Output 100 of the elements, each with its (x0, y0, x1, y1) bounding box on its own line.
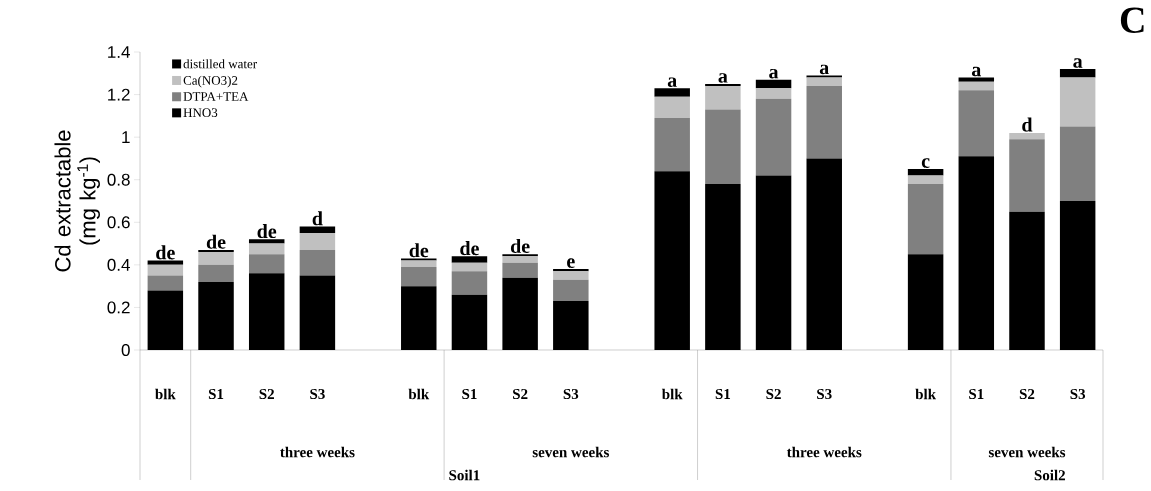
text: seven weeks (532, 446, 609, 458)
bar (299, 232, 336, 250)
x-tick-label: S1 (462, 388, 477, 400)
data-label: d (312, 211, 323, 226)
data-label: a (971, 66, 981, 77)
x-tick-label: S1 (715, 388, 731, 400)
y-tick-label: 0.2 (107, 301, 130, 314)
data-label: de (206, 234, 226, 249)
bar (451, 256, 488, 263)
bar (502, 277, 538, 350)
bar (401, 286, 437, 350)
bar (1059, 201, 1096, 350)
data-label: de (257, 224, 277, 239)
bar (502, 254, 538, 257)
x-tick-label: S3 (563, 388, 579, 400)
text: three weeks (786, 446, 862, 458)
data-label: de (510, 238, 530, 254)
text: Soil2 (1034, 469, 1065, 481)
bar (806, 158, 842, 350)
x-tick-label: S3 (1070, 388, 1086, 400)
bar (907, 254, 944, 350)
bar (299, 275, 336, 350)
bar (502, 256, 538, 263)
text: three weeks (280, 446, 355, 458)
bar (1009, 211, 1045, 350)
bar (147, 290, 184, 350)
bar (1009, 132, 1045, 140)
bar (198, 252, 234, 265)
bar (248, 273, 285, 350)
bar (299, 226, 336, 233)
x-tick-label: S2 (259, 388, 274, 400)
bar (806, 86, 842, 159)
x-tick-label: S3 (817, 388, 832, 400)
bar (248, 243, 285, 255)
bar (198, 264, 234, 282)
x-tick-label: S2 (766, 388, 781, 400)
x-tick-label: S2 (513, 388, 528, 400)
chart-title: C (1120, 7, 1144, 34)
bar (147, 260, 184, 265)
bar (1059, 126, 1096, 201)
bar (958, 156, 995, 350)
data-label: de (409, 243, 429, 258)
x-tick-label: S1 (969, 388, 984, 400)
y-tick-label: 1.4 (108, 46, 130, 58)
bar (401, 258, 437, 261)
data-label: a (769, 68, 779, 79)
data-label: a (718, 73, 728, 83)
bar (401, 266, 437, 287)
bar (806, 75, 842, 78)
y-tick-label: 0 (121, 343, 130, 357)
y-tick-label: 0.4 (107, 258, 130, 271)
y-tick-label: 1.2 (108, 88, 130, 101)
bar (654, 96, 690, 118)
bar (198, 281, 234, 350)
bar (1009, 139, 1045, 212)
y-tick-label: 0.8 (107, 173, 130, 186)
legend-label: DTPA+TEA (183, 92, 249, 101)
bar (654, 171, 690, 350)
x-tick-label: blk (915, 388, 937, 400)
bar (451, 294, 488, 350)
bar (401, 260, 437, 267)
x-tick-label: S2 (1019, 388, 1035, 400)
bar (958, 81, 995, 91)
bar (553, 271, 589, 280)
data-label: a (819, 64, 829, 75)
data-label: a (1073, 58, 1083, 68)
legend-label: Ca(NO3)2 (183, 75, 238, 88)
data-label: c (921, 158, 930, 168)
bar (451, 262, 488, 272)
bar (654, 88, 690, 97)
bar (755, 98, 792, 176)
bar (1059, 69, 1096, 78)
bar (958, 90, 995, 157)
x-tick-label: S3 (310, 388, 325, 400)
bar (705, 109, 741, 184)
bar (806, 77, 842, 87)
bar (553, 279, 589, 302)
data-label: a (667, 77, 677, 87)
bar (907, 175, 944, 184)
bar (907, 169, 944, 176)
bar (907, 183, 944, 255)
bar (755, 175, 792, 350)
bar (1059, 77, 1096, 127)
bar (958, 77, 995, 82)
bar (553, 269, 589, 272)
bar (755, 79, 792, 89)
bar (198, 249, 234, 253)
y-tick-label: 0.6 (107, 216, 130, 229)
y-tick-label: 1 (122, 131, 130, 143)
x-tick-label: S1 (208, 388, 224, 400)
bar (299, 249, 336, 276)
bar (705, 86, 741, 110)
data-label: de (460, 241, 479, 256)
bar (147, 264, 184, 276)
bar (147, 275, 184, 291)
data-label: de (156, 245, 175, 260)
bar (654, 117, 690, 172)
bar (705, 83, 741, 87)
bar (451, 271, 488, 295)
legend-label: HNO3 (183, 108, 218, 118)
